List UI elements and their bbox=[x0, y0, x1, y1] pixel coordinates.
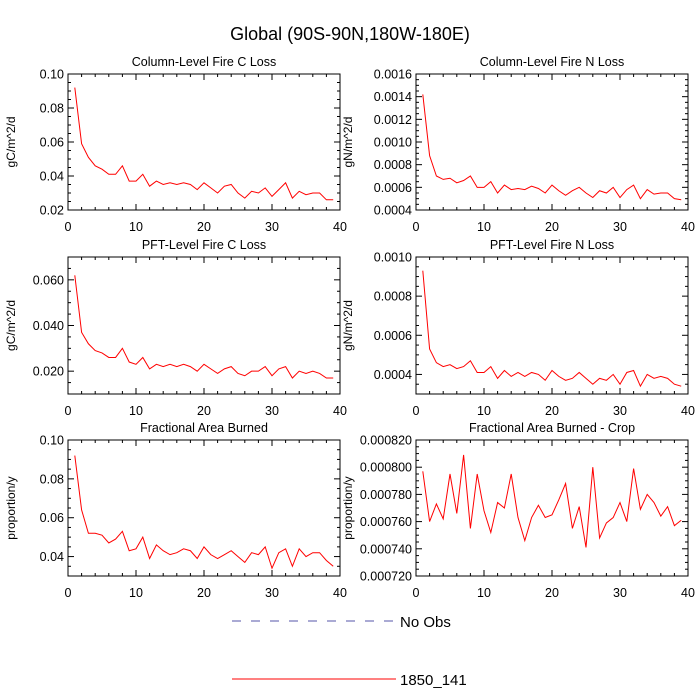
panel-6: Fractional Area Burned - Crop 0 10 20 30 40 0.… bbox=[341, 421, 695, 600]
plot-frame bbox=[67, 256, 341, 395]
series-line-1850-141 bbox=[422, 270, 682, 388]
series-line-1850-141 bbox=[74, 455, 334, 570]
y-tick-label: 0.020 bbox=[33, 365, 64, 379]
y-axis-label: gC/m^2/d bbox=[4, 300, 18, 351]
plot-frame bbox=[415, 439, 689, 577]
panel-title: Fractional Area Burned bbox=[140, 421, 268, 435]
y-tick-label: 0.0008 bbox=[374, 158, 412, 172]
panel-title: PFT-Level Fire N Loss bbox=[490, 238, 614, 252]
figure-title: Global (90S-90N,180W-180E) bbox=[230, 24, 470, 44]
y-axis-label: proportion/y bbox=[4, 476, 18, 539]
y-tick-label: 0.0010 bbox=[374, 251, 412, 265]
legend-label-1850-141: 1850_141 bbox=[400, 672, 467, 689]
panel-5: Fractional Area Burned 0 10 20 30 40 0.04 0.06 0… bbox=[4, 421, 347, 600]
x-tick-label: 40 bbox=[681, 220, 695, 234]
y-axis-label: gN/m^2/d bbox=[341, 117, 355, 168]
x-tick-label: 10 bbox=[129, 220, 143, 234]
legend: No Obs 1850_141 bbox=[232, 614, 467, 689]
y-axis-label: gC/m^2/d bbox=[4, 117, 18, 168]
panels: Column-Level Fire C Loss 0 10 20 30 40 0.02 0.0… bbox=[4, 55, 695, 600]
y-tick-label: 0.04 bbox=[40, 550, 64, 564]
x-tick-label: 0 bbox=[413, 220, 420, 234]
y-tick-label: 0.000720 bbox=[360, 570, 412, 584]
x-tick-label: 20 bbox=[197, 404, 211, 418]
x-tick-label: 20 bbox=[197, 220, 211, 234]
y-tick-label: 0.06 bbox=[40, 511, 64, 525]
y-tick-label: 0.0010 bbox=[374, 136, 412, 150]
x-tick-label: 40 bbox=[333, 586, 347, 600]
x-tick-label: 0 bbox=[65, 586, 72, 600]
y-axis-label: gN/m^2/d bbox=[341, 300, 355, 351]
y-tick-label: 0.04 bbox=[40, 170, 64, 184]
y-tick-label: 0.000820 bbox=[360, 434, 412, 448]
x-tick-label: 10 bbox=[129, 404, 143, 418]
plot-frame bbox=[415, 256, 689, 395]
y-tick-label: 0.0006 bbox=[374, 181, 412, 195]
x-tick-label: 30 bbox=[265, 220, 279, 234]
x-tick-label: 10 bbox=[477, 404, 491, 418]
y-tick-label: 0.0006 bbox=[374, 329, 412, 343]
plot-frame bbox=[67, 73, 341, 211]
panel-1: Column-Level Fire C Loss 0 10 20 30 40 0.02 0.0… bbox=[4, 55, 347, 234]
y-tick-label: 0.08 bbox=[40, 472, 64, 486]
x-tick-label: 40 bbox=[681, 586, 695, 600]
plot-frame bbox=[67, 439, 341, 577]
x-tick-label: 0 bbox=[65, 220, 72, 234]
x-tick-label: 30 bbox=[265, 404, 279, 418]
x-tick-label: 30 bbox=[265, 586, 279, 600]
x-tick-label: 10 bbox=[477, 220, 491, 234]
x-tick-label: 10 bbox=[129, 586, 143, 600]
x-tick-label: 0 bbox=[65, 404, 72, 418]
series-line-1850-141 bbox=[74, 275, 334, 379]
x-tick-label: 40 bbox=[681, 404, 695, 418]
panel-4: PFT-Level Fire N Loss 0 10 20 30 40 0.0004 0.00… bbox=[341, 238, 695, 418]
x-tick-label: 0 bbox=[413, 404, 420, 418]
legend-label-no-obs: No Obs bbox=[400, 614, 451, 631]
y-tick-label: 0.0016 bbox=[374, 68, 412, 82]
y-tick-label: 0.06 bbox=[40, 136, 64, 150]
panel-title: Column-Level Fire N Loss bbox=[480, 55, 625, 69]
panel-title: Column-Level Fire C Loss bbox=[132, 55, 277, 69]
x-tick-label: 20 bbox=[545, 586, 559, 600]
y-tick-label: 0.10 bbox=[40, 434, 64, 448]
y-tick-label: 0.10 bbox=[40, 68, 64, 82]
x-tick-label: 30 bbox=[613, 220, 627, 234]
x-tick-label: 40 bbox=[333, 220, 347, 234]
y-tick-label: 0.0014 bbox=[374, 90, 412, 104]
x-tick-label: 40 bbox=[333, 404, 347, 418]
x-tick-label: 10 bbox=[477, 586, 491, 600]
x-tick-label: 30 bbox=[613, 404, 627, 418]
y-tick-label: 0.0004 bbox=[374, 204, 412, 218]
y-tick-label: 0.000740 bbox=[360, 542, 412, 556]
panel-3: PFT-Level Fire C Loss 0 10 20 30 40 0.020 0.040… bbox=[4, 238, 347, 418]
y-tick-label: 0.000760 bbox=[360, 515, 412, 529]
series-line-1850-141 bbox=[74, 87, 334, 201]
panel-title: PFT-Level Fire C Loss bbox=[142, 238, 266, 252]
y-tick-label: 0.040 bbox=[33, 319, 64, 333]
y-tick-label: 0.060 bbox=[33, 273, 64, 287]
x-tick-label: 20 bbox=[545, 404, 559, 418]
y-tick-label: 0.0008 bbox=[374, 290, 412, 304]
y-tick-label: 0.000780 bbox=[360, 488, 412, 502]
y-axis-label: proportion/y bbox=[341, 476, 355, 539]
y-tick-label: 0.0012 bbox=[374, 113, 412, 127]
x-tick-label: 20 bbox=[197, 586, 211, 600]
x-tick-label: 30 bbox=[613, 586, 627, 600]
series-line-1850-141 bbox=[422, 454, 682, 548]
x-tick-label: 0 bbox=[413, 586, 420, 600]
y-tick-label: 0.0004 bbox=[374, 368, 412, 382]
y-tick-label: 0.02 bbox=[40, 204, 64, 218]
x-tick-label: 20 bbox=[545, 220, 559, 234]
y-tick-label: 0.000800 bbox=[360, 461, 412, 475]
series-line-1850-141 bbox=[422, 94, 682, 201]
y-tick-label: 0.08 bbox=[40, 102, 64, 116]
panel-2: Column-Level Fire N Loss 0 10 20 30 40 0.0004 0… bbox=[341, 55, 695, 234]
panel-title: Fractional Area Burned - Crop bbox=[469, 421, 635, 435]
